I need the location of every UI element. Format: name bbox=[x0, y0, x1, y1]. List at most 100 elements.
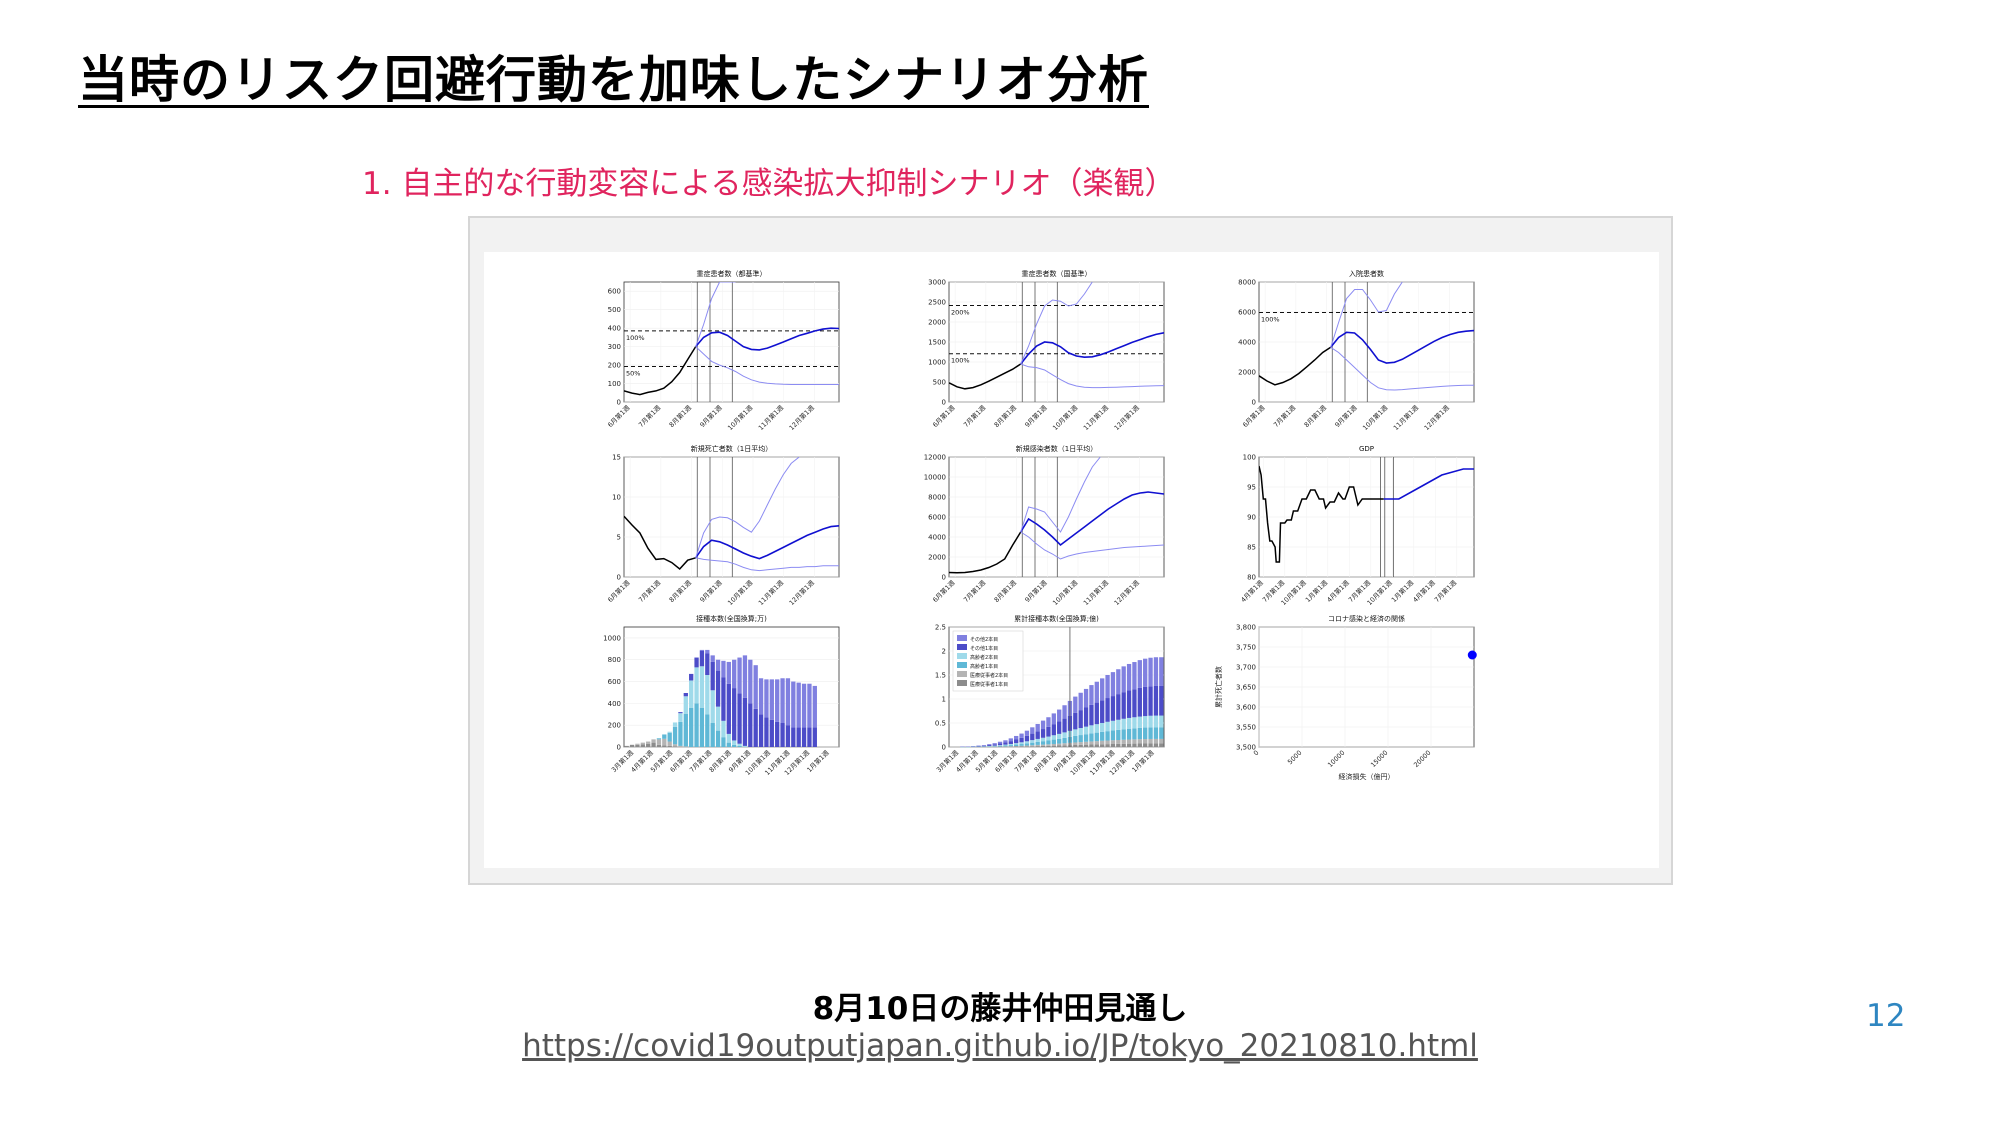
bar-segment bbox=[780, 723, 785, 747]
scenario-subtitle: 1. 自主的な行動変容による感染拡大抑制シナリオ（楽観） bbox=[362, 166, 1176, 202]
bar-segment bbox=[796, 682, 801, 728]
bar-segment bbox=[1051, 739, 1056, 744]
bar-segment bbox=[726, 742, 731, 747]
bar-segment bbox=[780, 678, 785, 723]
bar-segment bbox=[1051, 713, 1056, 725]
series-line-upper bbox=[1020, 457, 1101, 533]
bar-segment bbox=[683, 696, 688, 714]
bar-segment bbox=[629, 744, 635, 747]
bar-segment bbox=[1035, 746, 1040, 747]
bar-segment bbox=[1024, 745, 1030, 747]
bar-segment bbox=[1126, 739, 1132, 744]
bar-segment bbox=[1153, 738, 1159, 744]
bar-segment bbox=[1159, 685, 1164, 716]
x-tick-label: 1月第1週 bbox=[805, 748, 831, 774]
bar-segment bbox=[1078, 742, 1083, 745]
legend-label: 高齢者1本目 bbox=[970, 663, 998, 670]
bar-segment bbox=[1073, 742, 1078, 745]
x-tick-label: 6月第1週 bbox=[606, 578, 632, 604]
y-tick-label: 3000 bbox=[928, 279, 946, 287]
y-tick-label: 500 bbox=[608, 306, 621, 314]
bar-segment bbox=[1110, 672, 1116, 697]
bar-segment bbox=[1148, 743, 1153, 747]
bar-segment bbox=[807, 683, 812, 728]
bar-segment bbox=[640, 742, 645, 745]
y-tick-label: 4000 bbox=[928, 534, 946, 542]
y-tick-label: 85 bbox=[1247, 544, 1256, 552]
chart-covid-economy: コロナ感染と経済の関係 3,500 3,550 3,600 3,650 3,700 3,75… bbox=[1214, 614, 1477, 781]
bar-segment bbox=[721, 677, 726, 721]
bar-segment bbox=[1137, 660, 1142, 688]
bar-segment bbox=[1121, 718, 1126, 730]
chart-canvas: 重症患者数（都基準） 0 100 200 300 400 500 600 6月第1週 7月第1週 8… bbox=[484, 252, 1659, 868]
series-line-upper bbox=[1020, 282, 1093, 365]
bar-segment bbox=[812, 685, 817, 728]
x-tick-label: 12月第1週 bbox=[787, 578, 816, 607]
threshold-label: 100% bbox=[1261, 315, 1280, 323]
bar-segment bbox=[726, 661, 731, 684]
bar-segment bbox=[1094, 741, 1099, 745]
bar-segment bbox=[1073, 735, 1078, 743]
bar-segment bbox=[1057, 745, 1062, 747]
bar-segment bbox=[801, 727, 807, 747]
bar-segment bbox=[689, 707, 694, 747]
bar-segment bbox=[1137, 687, 1142, 717]
bar-segment bbox=[1078, 692, 1083, 711]
y-tick-label: 200 bbox=[608, 362, 621, 370]
bar-segment bbox=[1083, 707, 1089, 727]
x-tick-label: 7月第1週 bbox=[636, 403, 662, 429]
bar-segment bbox=[1035, 744, 1040, 747]
bar-segment bbox=[1083, 734, 1089, 742]
legend-swatch bbox=[957, 680, 967, 686]
chart-title: 新規死亡者数（1日平均） bbox=[691, 444, 772, 453]
y-tick-label: 2 bbox=[942, 648, 946, 656]
x-tick-label: 9月第1週 bbox=[1333, 403, 1359, 429]
x-tick-label: 12月第1週 bbox=[1112, 403, 1141, 432]
chart-gdp: GDP808590951004月第1週7月第1週10月第1週1月第1週4月第1週… bbox=[1239, 445, 1475, 607]
bar-segment bbox=[699, 707, 705, 747]
chart-severe-national: 重症患者数（国基準） 0 500 1000 1500 2000 2500 3000 6月第1週 7… bbox=[928, 269, 1165, 432]
x-tick-label: 10月第1週 bbox=[725, 403, 754, 432]
bar-segment bbox=[1153, 743, 1159, 747]
bar-segment bbox=[1132, 717, 1137, 729]
page-number: 12 bbox=[1866, 998, 1906, 1034]
legend-label: 医療従事者2本目 bbox=[970, 672, 1008, 679]
bar-segment bbox=[710, 723, 715, 747]
bar-segment bbox=[646, 741, 651, 744]
bar-segment bbox=[1110, 730, 1116, 741]
x-tick-label: 12月第1週 bbox=[1112, 578, 1141, 607]
bar-segment bbox=[667, 741, 672, 746]
y-tick-label: 0.5 bbox=[935, 720, 946, 728]
bar-segment bbox=[791, 681, 796, 728]
bar-segment bbox=[678, 721, 683, 746]
bar-segment bbox=[1035, 738, 1040, 742]
bar-segment bbox=[1040, 737, 1046, 742]
threshold-label: 100% bbox=[951, 357, 970, 365]
chart-vaccinations: 接種本数(全国換算;万)020040060080010003月第1週4月第1週5… bbox=[603, 614, 840, 777]
bar-segment bbox=[1121, 743, 1126, 747]
y-tick-label: 100 bbox=[608, 380, 621, 388]
series-line-history bbox=[1259, 465, 1384, 563]
bar-segment bbox=[1073, 729, 1078, 736]
y-tick-label: 1000 bbox=[603, 634, 621, 642]
legend-label: その他1本目 bbox=[970, 645, 998, 652]
y-tick-label: 80 bbox=[1247, 574, 1256, 582]
series-line-upper bbox=[1330, 282, 1403, 348]
bar-segment bbox=[1126, 728, 1132, 740]
bar-segment bbox=[1105, 675, 1110, 699]
bar-segment bbox=[1089, 733, 1094, 742]
bar-segment bbox=[1121, 692, 1126, 719]
x-tick-label: 12月第1週 bbox=[1422, 403, 1451, 432]
bar-segment bbox=[1024, 743, 1030, 746]
bar-segment bbox=[678, 713, 683, 722]
bar-segment bbox=[715, 730, 721, 747]
bar-segment bbox=[1159, 743, 1164, 747]
bar-segment bbox=[715, 659, 721, 671]
bar-segment bbox=[1062, 705, 1067, 719]
bar-segment bbox=[1143, 727, 1148, 740]
bar-segment bbox=[732, 688, 737, 741]
bar-segment bbox=[1126, 690, 1132, 718]
bar-segment bbox=[1089, 741, 1094, 745]
source-link[interactable]: https://covid19outputjapan.github.io/JP/… bbox=[522, 1028, 1478, 1064]
